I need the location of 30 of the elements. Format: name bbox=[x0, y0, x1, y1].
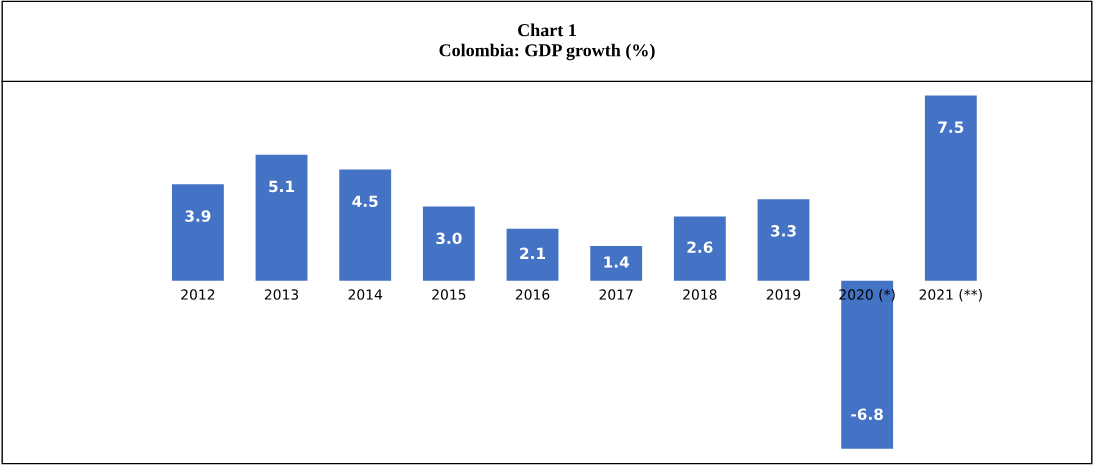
x-tick-label: 2014 bbox=[348, 289, 383, 300]
x-tick-label: 2019 bbox=[766, 289, 801, 300]
data-label: 7.5 bbox=[938, 121, 964, 133]
x-tick-label: 2016 bbox=[515, 289, 550, 300]
data-label: 3.9 bbox=[185, 210, 211, 222]
bar bbox=[924, 95, 977, 281]
bar bbox=[506, 228, 559, 281]
bar bbox=[339, 169, 392, 281]
x-tick-label: 2015 bbox=[432, 289, 466, 300]
x-tick-label: 2018 bbox=[683, 289, 717, 300]
data-label: -6.8 bbox=[851, 408, 883, 421]
data-label: 3.0 bbox=[436, 232, 462, 245]
x-tick-label: 2013 bbox=[264, 289, 299, 300]
x-tick-label: 2017 bbox=[599, 289, 633, 300]
data-label: 2.6 bbox=[687, 241, 713, 253]
data-label: 4.5 bbox=[352, 195, 378, 208]
bar bbox=[841, 280, 894, 449]
data-label: 2.1 bbox=[520, 247, 545, 259]
bar bbox=[171, 184, 224, 281]
bar bbox=[673, 216, 726, 281]
bar bbox=[590, 246, 643, 281]
data-label: 3.3 bbox=[770, 225, 796, 237]
chart-title: Chart 1 Colombia: GDP growth (%) bbox=[439, 23, 655, 61]
x-tick-label: 2012 bbox=[181, 289, 215, 300]
bar bbox=[757, 199, 810, 281]
data-label: 5.1 bbox=[269, 180, 295, 193]
data-label: 1.4 bbox=[604, 256, 630, 268]
bar bbox=[255, 154, 308, 281]
bar bbox=[422, 206, 475, 281]
x-tick-label: 2021 (**) bbox=[919, 289, 982, 302]
